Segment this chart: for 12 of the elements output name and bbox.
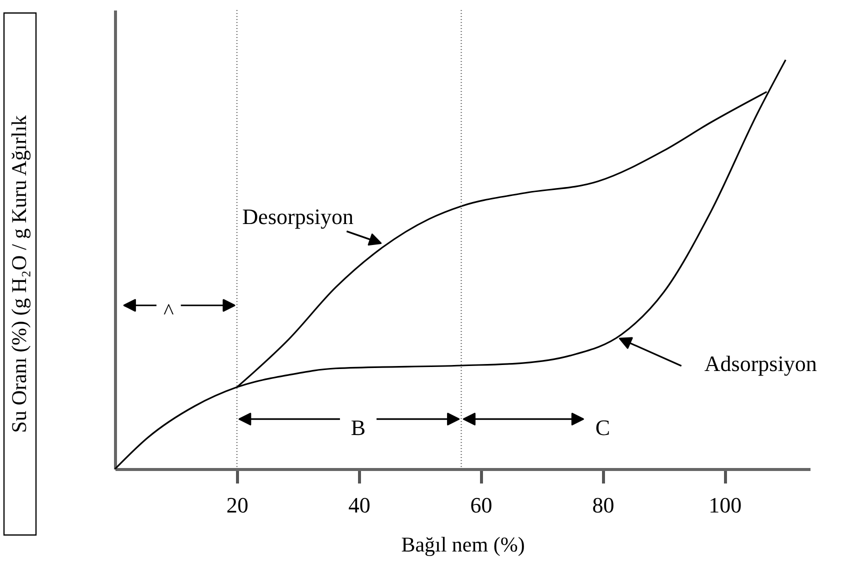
annotation: Desorpsiyon xyxy=(242,204,354,229)
x-axis-title: Bağıl nem (%) xyxy=(401,532,525,556)
x-tick-label: 40 xyxy=(348,492,370,518)
annotation: Adsorpsiyon xyxy=(704,350,817,376)
x-tick-label: 20 xyxy=(226,492,248,518)
x-tick-label: 80 xyxy=(592,492,614,518)
x-tick-label: 60 xyxy=(470,492,492,518)
annotation: B xyxy=(350,415,366,440)
annotation: C xyxy=(595,415,610,440)
x-tick-label: 100 xyxy=(708,492,742,518)
annotation: ^ xyxy=(163,298,174,324)
y-axis-title: Su Oranı (%) (g H₂O / g Kuru Ağırlık xyxy=(7,114,31,433)
